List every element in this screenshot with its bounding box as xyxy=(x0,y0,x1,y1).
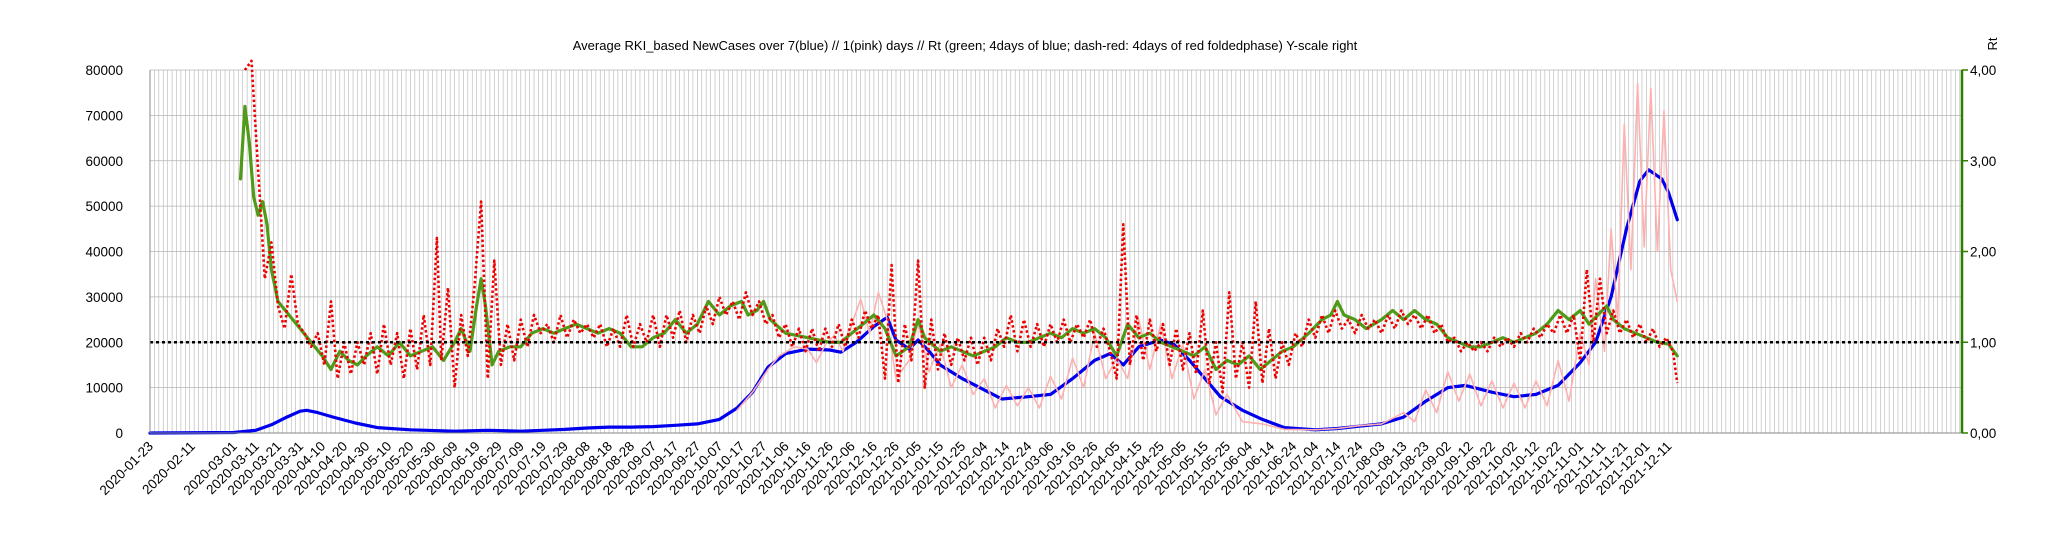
y-tick-label: 40000 xyxy=(85,245,123,260)
y-right-tick-label: 4,00 xyxy=(1970,63,1996,78)
y-right-tick-label: 0,00 xyxy=(1970,426,1996,441)
axes xyxy=(149,69,1968,434)
y-tick-label: 60000 xyxy=(85,154,123,169)
series-line-blue xyxy=(148,168,1679,435)
y-tick-label: 0 xyxy=(115,426,123,441)
y-right-tick-label: 3,00 xyxy=(1970,154,1996,169)
chart-title: Average RKI_based NewCases over 7(blue) … xyxy=(573,38,1358,53)
y-tick-label: 70000 xyxy=(85,108,123,123)
series-layer xyxy=(148,59,1679,435)
series-line-red xyxy=(243,59,1679,394)
right-axis-label: Rt xyxy=(1985,37,2000,50)
y-right-tick-label: 1,00 xyxy=(1970,335,1996,350)
y-tick-label: 30000 xyxy=(85,290,123,305)
y-tick-label: 50000 xyxy=(85,199,123,214)
y-tick-label: 20000 xyxy=(85,335,123,350)
y-tick-label: 10000 xyxy=(85,381,123,396)
y-right-tick-label: 2,00 xyxy=(1970,245,1996,260)
series-line-green xyxy=(238,104,1679,372)
y-tick-label: 80000 xyxy=(85,63,123,78)
